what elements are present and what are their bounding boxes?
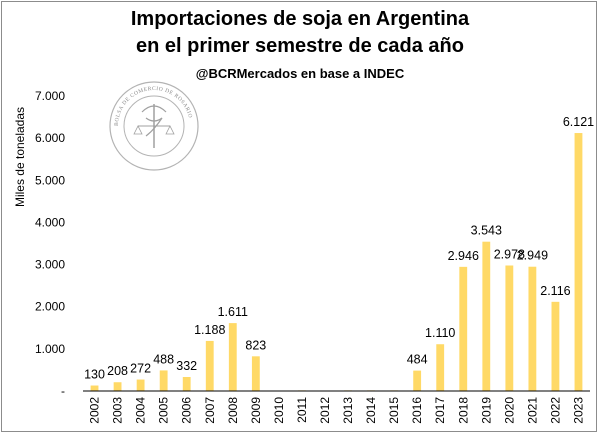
x-tick-label: 2014 xyxy=(364,397,378,424)
bar-2022 xyxy=(551,301,560,391)
watermark-seal: BOLSA DE COMERCIO DE ROSARIO xyxy=(109,81,199,171)
y-tick-label: - xyxy=(61,384,65,398)
bar-2023 xyxy=(574,133,583,391)
x-tick-label: 2023 xyxy=(571,397,585,424)
x-tick-label: 2021 xyxy=(525,397,539,424)
bar-2019 xyxy=(482,241,491,391)
bar-2007 xyxy=(205,340,214,391)
bar-2005 xyxy=(159,370,168,391)
x-tick-label: 2013 xyxy=(341,397,355,424)
chart-title-line2: en el primer semestre de cada año xyxy=(136,35,464,57)
x-tick-label: 2002 xyxy=(88,397,102,424)
data-label-2021: 2.949 xyxy=(517,249,548,263)
data-label-2018: 2.946 xyxy=(448,249,479,263)
x-tick-label: 2015 xyxy=(387,397,401,424)
data-label-2016: 484 xyxy=(407,353,428,367)
chart-source: @BCRMercados en base a INDEC xyxy=(195,66,405,81)
x-tick-label: 2008 xyxy=(226,397,240,424)
x-tick-label: 2004 xyxy=(134,397,148,424)
data-label-2022: 2.116 xyxy=(540,284,570,298)
bar-2020 xyxy=(505,265,514,391)
x-tick-label: 2011 xyxy=(295,397,309,423)
data-label-2008: 1.611 xyxy=(218,305,248,319)
bar-2006 xyxy=(182,377,191,391)
bar-2004 xyxy=(136,379,145,391)
y-tick-label: 5.000 xyxy=(35,173,65,187)
bar-2016 xyxy=(413,370,422,391)
y-tick-label: 7.000 xyxy=(35,89,65,103)
data-label-2005: 488 xyxy=(153,352,174,366)
y-tick-label: 6.000 xyxy=(35,131,65,145)
y-tick-label: 2.000 xyxy=(35,300,65,314)
bar-2018 xyxy=(459,266,468,391)
x-tick-label: 2017 xyxy=(433,397,447,424)
y-tick-label: 1.000 xyxy=(35,342,65,356)
x-tick-label: 2012 xyxy=(318,397,332,424)
bar-2008 xyxy=(228,323,237,391)
chart-title-line1: Importaciones de soja en Argentina xyxy=(130,8,470,30)
y-tick-label: 3.000 xyxy=(35,258,65,272)
y-axis-ticks: - 1.000 2.000 3.000 4.000 5.000 6.000 7.000 xyxy=(35,89,65,398)
bar-2003 xyxy=(113,382,122,391)
x-tick-label: 2009 xyxy=(249,397,263,424)
data-label-2002: 130 xyxy=(84,368,105,382)
data-label-2017: 1.110 xyxy=(425,326,455,340)
data-label-2004: 272 xyxy=(130,362,151,376)
bar-2017 xyxy=(436,344,445,391)
data-label-2003: 208 xyxy=(107,364,128,378)
data-label-2009: 823 xyxy=(245,338,266,352)
data-label-2006: 332 xyxy=(176,359,197,373)
data-label-2007: 1.188 xyxy=(194,323,225,337)
x-tick-label: 2022 xyxy=(548,397,562,424)
y-tick-label: 4.000 xyxy=(35,215,65,229)
x-tick-label: 2018 xyxy=(456,397,470,424)
x-tick-label: 2019 xyxy=(479,397,493,424)
data-label-2019: 3.543 xyxy=(471,224,502,238)
bar-2002 xyxy=(90,385,99,391)
data-label-2020: 2.978 xyxy=(494,247,525,261)
data-label-2023: 6.121 xyxy=(563,115,594,129)
x-tick-label: 2006 xyxy=(180,397,194,424)
y-axis-label: Miles de toneladas xyxy=(13,107,27,207)
x-tick-label: 2020 xyxy=(502,397,516,424)
x-tick-label: 2007 xyxy=(203,397,217,424)
x-tick-label: 2003 xyxy=(111,397,125,424)
x-tick-label: 2005 xyxy=(157,397,171,424)
bar-2021 xyxy=(528,266,537,391)
x-axis-ticks: 2002 2003 2004 2005 2006 2007 2008 2009 2010 2011… xyxy=(88,397,586,424)
x-tick-label: 2010 xyxy=(272,397,286,424)
bar-2009 xyxy=(251,356,260,391)
bars xyxy=(90,133,583,391)
x-tick-label: 2016 xyxy=(410,397,424,424)
